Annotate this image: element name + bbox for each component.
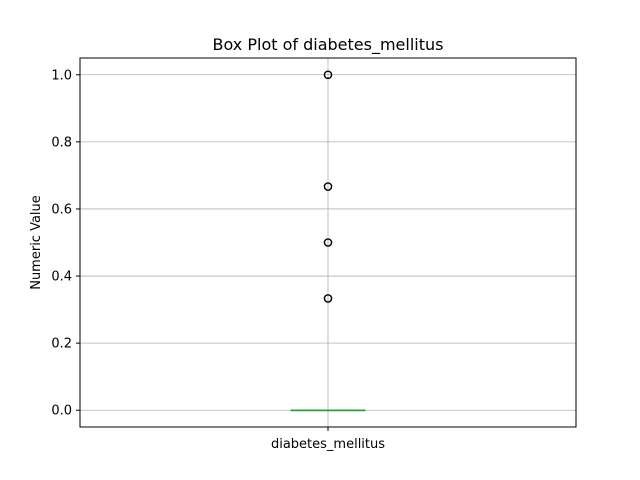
y-tick-label: 0.8 [51, 135, 72, 150]
box-layer [290, 70, 366, 412]
outlier-point [323, 182, 333, 191]
chart-title: Box Plot of diabetes_mellitus [213, 35, 444, 55]
y-tick-label: 0.4 [51, 270, 72, 285]
y-tick-label: 0.2 [51, 337, 72, 352]
tick-layer: 0.0 0.2 0.4 0.6 0.8 1.0 diabetes_mellitus [51, 68, 385, 452]
outlier-point [323, 294, 333, 303]
outlier-point [323, 70, 333, 80]
x-tick-label: diabetes_mellitus [271, 437, 385, 452]
y-tick-label: 0.6 [51, 202, 72, 217]
y-axis-label: Numeric Value [29, 195, 44, 290]
outlier-point [323, 238, 333, 247]
grid-layer [80, 58, 576, 427]
y-tick-label: 1.0 [51, 68, 72, 83]
y-tick-label: 0.0 [51, 404, 72, 419]
